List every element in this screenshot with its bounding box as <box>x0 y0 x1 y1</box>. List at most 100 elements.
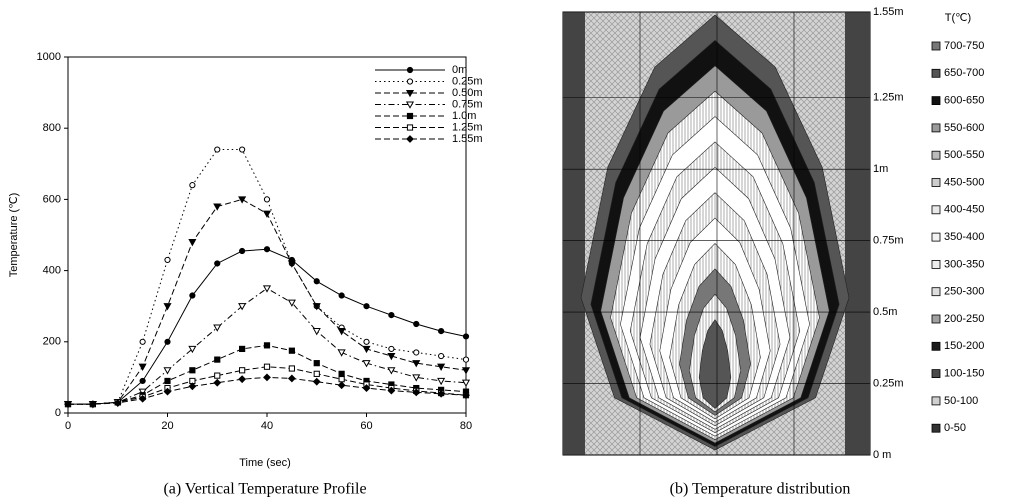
x-tick-label: 60 <box>360 420 372 432</box>
y-tick-label: 600 <box>43 193 61 205</box>
marker <box>462 391 470 400</box>
marker <box>164 377 171 385</box>
legend-swatch <box>931 341 941 351</box>
legend-marker <box>406 124 414 131</box>
marker <box>189 292 196 299</box>
legend-swatch <box>931 150 941 160</box>
marker <box>313 278 320 285</box>
marker <box>312 303 321 311</box>
marker <box>462 356 470 363</box>
legend-label: 250-300 <box>944 286 984 298</box>
legend-swatch <box>931 123 941 133</box>
marker <box>412 388 421 397</box>
legend-label: 0.50m <box>452 87 483 99</box>
marker <box>387 352 396 361</box>
legend-swatch <box>931 41 941 51</box>
legend-swatch <box>931 423 941 433</box>
contour-band <box>698 319 732 409</box>
marker <box>413 320 420 328</box>
legend-label: 1.0m <box>452 110 476 122</box>
marker <box>164 338 171 345</box>
marker <box>188 345 197 354</box>
marker <box>337 328 346 336</box>
marker <box>388 312 395 319</box>
marker <box>338 370 345 377</box>
marker <box>387 386 396 395</box>
marker <box>189 182 196 189</box>
marker <box>239 345 246 353</box>
marker <box>362 360 371 368</box>
marker <box>262 285 272 293</box>
marker <box>437 377 446 386</box>
marker <box>263 246 271 253</box>
y-tick-label: 400 <box>43 265 61 277</box>
marker <box>139 338 146 345</box>
legend-swatch <box>931 369 941 379</box>
y-tick-label: 1.25m <box>873 92 904 104</box>
marker <box>461 367 471 375</box>
legend-label: 200-250 <box>944 313 984 325</box>
marker <box>288 365 295 372</box>
marker <box>412 374 421 382</box>
marker <box>188 239 197 247</box>
legend-label: 0m <box>452 64 467 76</box>
y-tick-label: 1000 <box>37 51 61 63</box>
legend-label: 300-350 <box>944 258 984 270</box>
marker <box>188 382 197 391</box>
legend-label: 450-500 <box>944 176 984 188</box>
legend-swatch <box>931 96 941 105</box>
legend-swatch <box>931 396 941 406</box>
marker <box>138 394 147 403</box>
marker <box>263 342 271 349</box>
legend-label: 400-450 <box>944 204 984 216</box>
legend-label: 350-400 <box>944 231 984 243</box>
legend-label: 1.55m <box>452 133 483 145</box>
y-tick-label: 1m <box>873 163 888 175</box>
legend-marker <box>405 89 415 98</box>
marker <box>337 349 346 357</box>
legend-label: 700-750 <box>944 40 984 52</box>
marker <box>387 367 396 375</box>
marker <box>338 376 345 383</box>
marker <box>214 356 221 363</box>
marker <box>64 400 72 409</box>
marker <box>413 349 420 356</box>
marker <box>263 363 271 370</box>
legend-swatch <box>931 287 941 297</box>
marker <box>214 372 221 379</box>
marker <box>338 292 345 299</box>
marker <box>138 363 147 371</box>
marker <box>312 328 321 336</box>
marker <box>337 381 346 390</box>
marker <box>213 203 222 211</box>
legend-marker <box>405 101 415 109</box>
legend-label: 550-600 <box>944 122 984 134</box>
legend-label: 100-150 <box>944 368 984 380</box>
series-line <box>68 376 467 405</box>
series-line <box>68 149 467 405</box>
y-tick-label: 800 <box>43 122 61 134</box>
marker <box>313 370 320 377</box>
legend-label: 650-700 <box>944 67 984 79</box>
marker <box>163 367 172 375</box>
legend-label: 0-50 <box>944 422 966 434</box>
x-tick-label: 80 <box>460 420 472 432</box>
legend-label: 150-200 <box>944 340 984 352</box>
marker <box>214 146 221 153</box>
legend-label: 1.25m <box>452 121 483 133</box>
y-tick-label: 0.5m <box>873 306 897 318</box>
legend-label: 600-650 <box>944 95 984 107</box>
marker <box>437 363 446 371</box>
marker <box>438 328 445 335</box>
marker <box>363 303 370 310</box>
x-tick-label: 0 <box>65 420 71 432</box>
marker <box>312 377 321 386</box>
marker <box>238 303 247 311</box>
x-axis-label: Time (sec) <box>239 457 291 469</box>
marker <box>189 367 196 374</box>
marker <box>362 384 371 392</box>
legend-title: T(℃) <box>945 12 971 24</box>
marker <box>214 260 221 267</box>
legend-marker <box>406 66 414 74</box>
